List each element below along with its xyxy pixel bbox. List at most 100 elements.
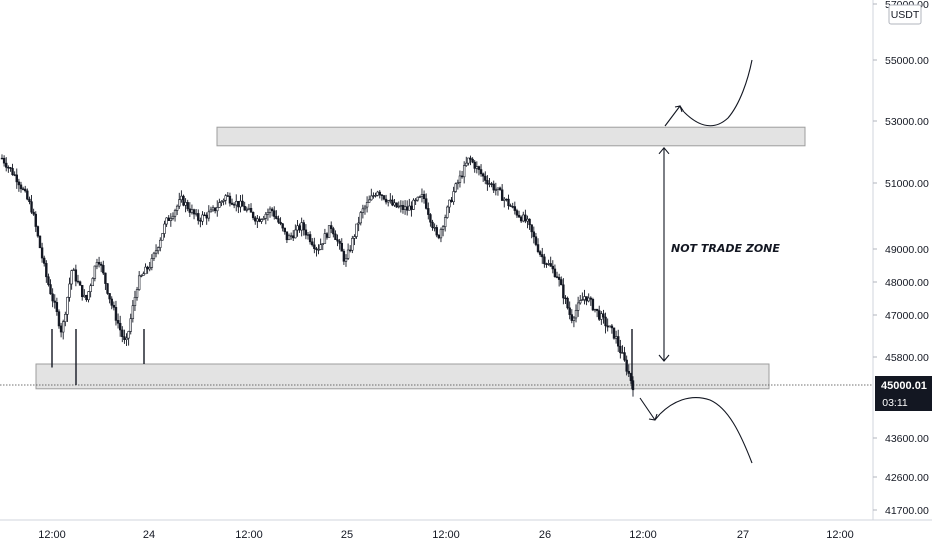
candle-body [137, 275, 141, 290]
candle-body [184, 202, 187, 206]
candle-body [465, 162, 468, 166]
candle-body [363, 206, 367, 210]
candle [5, 157, 8, 172]
candle-body [74, 269, 78, 282]
candle [129, 313, 132, 335]
candle [391, 195, 394, 207]
candle-body [273, 210, 276, 217]
candle-body [121, 329, 124, 338]
candle [583, 289, 586, 305]
candle [125, 333, 128, 347]
candle-body [473, 161, 476, 169]
candle-body [462, 165, 466, 178]
candle [26, 188, 29, 201]
candle-body [576, 302, 580, 311]
candle-body [389, 199, 392, 202]
candle-body [486, 180, 489, 185]
candle [581, 292, 584, 301]
candle [57, 309, 61, 329]
candle [332, 226, 335, 238]
candle [619, 339, 622, 359]
price-tick-label: 53000.00 [885, 116, 929, 128]
candle [254, 215, 257, 225]
candle [199, 217, 202, 228]
candle-body [372, 195, 375, 197]
candle-body [581, 299, 584, 301]
candle-body [361, 208, 365, 213]
candle [152, 251, 156, 261]
price-axis[interactable]: 57000.0055000.0053000.0051000.0049000.00… [873, 0, 932, 517]
candle [34, 211, 37, 233]
candle-body [30, 201, 33, 213]
candle [70, 269, 73, 290]
candle [182, 194, 185, 207]
candles [0, 154, 635, 397]
candle-body [412, 199, 415, 210]
candle [321, 243, 324, 251]
candle-body [224, 195, 227, 201]
candle-body [534, 236, 538, 245]
candle-body [308, 234, 312, 243]
candle-body [78, 281, 82, 286]
candle-body [327, 225, 331, 238]
candle-body [270, 208, 274, 212]
candle [308, 231, 312, 245]
candle [224, 194, 227, 205]
candle [467, 157, 470, 166]
candle-body [526, 218, 529, 222]
candle [311, 238, 314, 247]
candle [241, 194, 244, 207]
breakdown-arrow [639, 397, 661, 421]
candle-body [562, 284, 565, 299]
candle-body [201, 214, 204, 222]
candle-body [500, 189, 504, 201]
candle [522, 211, 525, 223]
candle-body [287, 235, 291, 241]
candle [351, 235, 354, 254]
candle [355, 223, 358, 239]
candle [418, 195, 422, 199]
candle [53, 294, 56, 309]
price-tick-label: 51000.00 [885, 178, 929, 190]
breakout-curve [683, 59, 753, 127]
candle [192, 208, 196, 220]
candle [448, 199, 451, 214]
last-price-tag[interactable]: 45000.01 03:11 [875, 375, 932, 411]
candle [380, 194, 384, 201]
drawings [639, 59, 753, 464]
candle-body [104, 272, 107, 284]
candle [617, 329, 620, 352]
candle [262, 215, 265, 221]
candle [95, 258, 99, 270]
candle-body [509, 205, 512, 207]
candle [167, 215, 170, 221]
currency-badge[interactable] [888, 4, 922, 25]
candle [285, 231, 289, 244]
candle-body [585, 296, 588, 302]
candle [598, 305, 601, 321]
candle [218, 198, 221, 208]
candle [405, 200, 409, 216]
candle-body [433, 227, 436, 229]
candle [135, 286, 139, 301]
candle [243, 201, 246, 211]
time-axis[interactable]: 12:00 24 12:00 25 12:00 26 12:00 27 12:00 [38, 529, 854, 541]
candle [62, 319, 65, 340]
candle-body [338, 240, 341, 244]
candle [363, 204, 367, 215]
candle [498, 186, 502, 191]
candle [384, 194, 388, 205]
resistance-zone[interactable] [216, 126, 806, 147]
time-tick-label: 12:00 [432, 529, 460, 541]
candle [76, 274, 80, 284]
candle [277, 215, 280, 224]
candle-body [304, 229, 308, 236]
candle-body [553, 268, 557, 278]
candle-body [370, 195, 373, 201]
arrowhead-up [658, 146, 670, 155]
time-tick-label: 26 [539, 529, 551, 541]
candle-body [110, 298, 113, 306]
candle-body [608, 325, 611, 328]
candle [325, 232, 329, 240]
